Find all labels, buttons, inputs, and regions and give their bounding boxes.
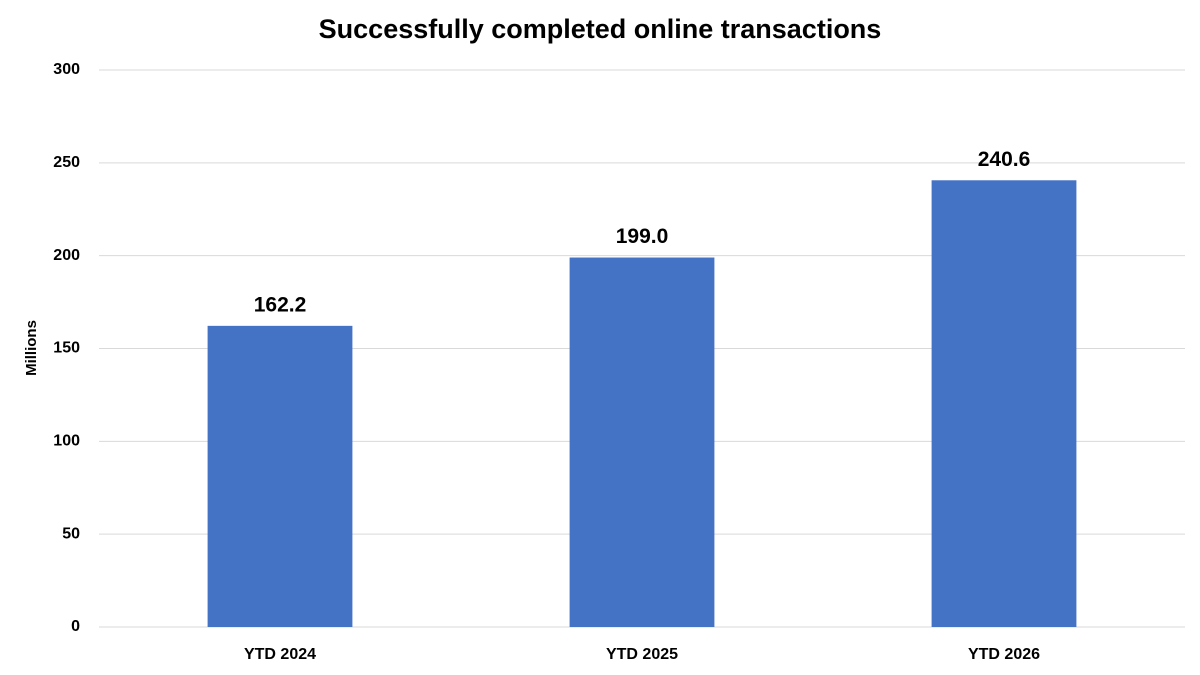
x-tick-label: YTD 2025 [606, 646, 678, 663]
chart-title: Successfully completed online transactio… [319, 14, 882, 44]
y-tick-label: 0 [71, 618, 80, 635]
y-axis-label: Millions [23, 320, 40, 376]
value-label: 199.0 [616, 225, 669, 248]
x-tick-label: YTD 2024 [244, 646, 316, 663]
x-tick-label: YTD 2026 [968, 646, 1040, 663]
y-tick-label: 250 [53, 154, 80, 171]
y-tick-label: 300 [53, 61, 80, 78]
y-tick-label: 150 [53, 340, 80, 357]
y-tick-label: 100 [53, 433, 80, 450]
value-label: 240.6 [978, 148, 1031, 171]
bar [569, 257, 715, 627]
y-tick-label: 50 [62, 525, 80, 542]
bar [931, 180, 1077, 627]
value-label: 162.2 [254, 293, 307, 316]
bar [207, 325, 353, 627]
y-tick-label: 200 [53, 247, 80, 264]
